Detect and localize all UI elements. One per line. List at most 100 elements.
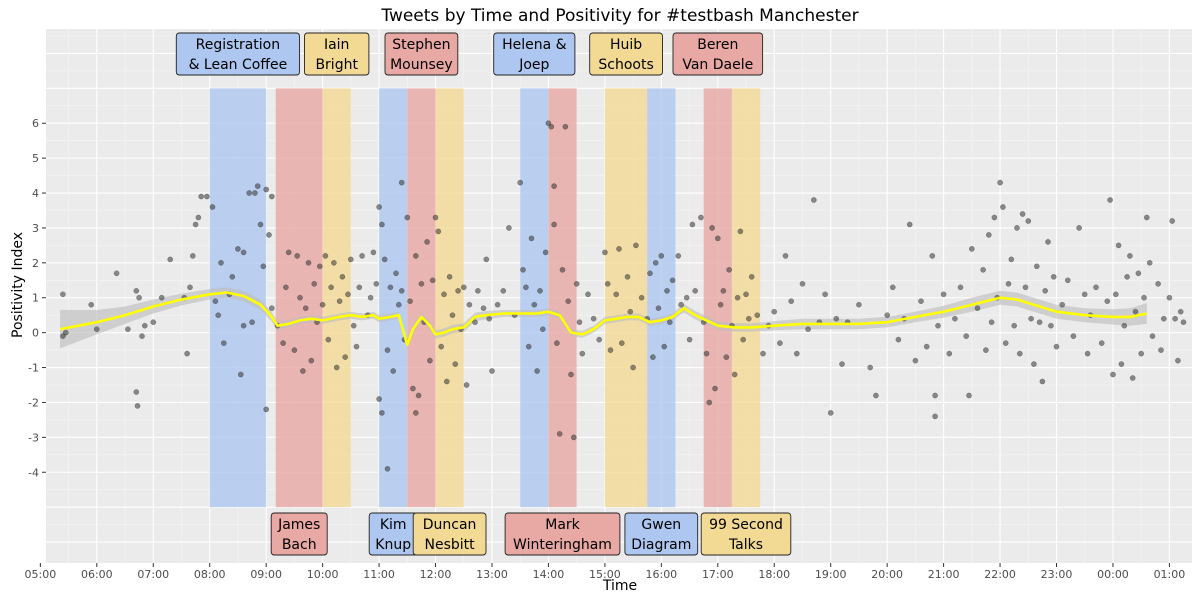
talk-label: Iain Bright xyxy=(304,32,370,76)
tweet-point xyxy=(429,277,436,284)
tweet-point xyxy=(184,350,190,357)
x-tick-label: 09:00 xyxy=(250,568,282,581)
tweet-point xyxy=(195,214,202,221)
tweet-point xyxy=(743,291,749,298)
tweet-point xyxy=(918,298,924,305)
tweet-point xyxy=(452,361,459,367)
tweet-point xyxy=(1031,361,1037,367)
tweet-point xyxy=(418,280,425,287)
tweet-point xyxy=(1098,340,1105,346)
tweet-point xyxy=(1053,343,1060,350)
tweet-point xyxy=(136,294,142,301)
tweet-point xyxy=(1011,322,1018,329)
tweet-point xyxy=(616,246,622,252)
talk-label-text: Kim xyxy=(380,517,407,533)
tweet-point xyxy=(650,354,656,360)
talk-label-box xyxy=(270,512,328,556)
talk-label-text: Helena & xyxy=(502,37,567,53)
talk-band xyxy=(703,88,732,508)
tweet-point xyxy=(367,294,374,301)
tweet-point xyxy=(266,232,272,238)
tweet-point xyxy=(342,354,349,360)
tweet-point xyxy=(940,291,947,298)
tweet-point xyxy=(356,284,363,291)
tweet-point xyxy=(1160,315,1167,322)
tweet-point xyxy=(113,270,120,277)
x-tick-label: 05:00 xyxy=(25,568,57,581)
smooth-ribbon xyxy=(60,287,1147,350)
tweet-point xyxy=(432,214,439,221)
x-tick-label: 12:00 xyxy=(420,568,452,581)
tweet-point xyxy=(212,298,219,305)
confidence-ribbon xyxy=(60,287,1147,350)
tweet-point xyxy=(246,190,253,196)
tweet-point xyxy=(1155,280,1161,287)
tweet-point xyxy=(472,319,478,326)
tweet-point xyxy=(215,312,222,319)
x-tick-label: 20:00 xyxy=(871,568,903,581)
talk-band xyxy=(520,88,549,508)
tweet-point xyxy=(618,340,625,346)
tweet-point xyxy=(689,221,696,228)
x-tick-label: 17:00 xyxy=(702,568,734,581)
x-tick-label: 01:00 xyxy=(1154,568,1186,581)
talk-label-box xyxy=(175,32,300,76)
talk-label-text: Joep xyxy=(518,57,549,73)
tweet-point xyxy=(415,392,422,399)
tweet-point xyxy=(664,287,670,294)
tweet-point xyxy=(686,336,693,343)
tweet-point xyxy=(537,287,543,294)
tweet-point xyxy=(254,183,261,189)
tweet-point xyxy=(968,246,975,252)
tweet-point xyxy=(139,333,145,339)
tweet-point xyxy=(652,259,659,266)
talk-label: Gwen Diagram xyxy=(624,512,699,556)
talk-label-box xyxy=(700,512,792,556)
tweet-point xyxy=(347,256,354,263)
tweet-point xyxy=(839,361,845,367)
tweet-point xyxy=(1064,277,1071,284)
tweet-point xyxy=(404,214,411,221)
tweet-point xyxy=(150,319,157,326)
tweet-point xyxy=(328,284,334,291)
tweet-point xyxy=(698,214,704,221)
talk-label-text: Mounsey xyxy=(390,57,453,73)
tweet-point xyxy=(602,249,608,256)
talk-label: Beren Van Daele xyxy=(672,32,764,76)
talk-label-text: Van Daele xyxy=(682,57,753,73)
x-tick-label: 08:00 xyxy=(194,568,226,581)
talk-label-text: 99 Second xyxy=(709,517,783,533)
chart-title: Tweets by Time and Positivity for #testb… xyxy=(380,6,858,26)
tweet-point xyxy=(297,294,303,301)
tweet-point xyxy=(189,253,196,259)
tweet-point xyxy=(748,273,755,280)
tweet-point xyxy=(633,242,639,249)
tweet-point xyxy=(548,123,555,130)
talk-label-text: James xyxy=(277,517,320,533)
tweet-point xyxy=(192,221,199,228)
tweet-point xyxy=(604,280,611,287)
tweet-point xyxy=(551,221,557,228)
tweet-point xyxy=(525,343,532,350)
tweet-point xyxy=(88,301,95,308)
tweet-point xyxy=(946,350,953,357)
tweet-point xyxy=(906,221,913,228)
tweet-point xyxy=(754,312,761,319)
tweet-point xyxy=(280,340,286,346)
tweet-point xyxy=(187,284,193,291)
tweet-point xyxy=(923,343,930,350)
x-axis-ticks: 05:00 06:00 07:00 08:00 09:00 10:00 11:00 12:00… xyxy=(25,563,1186,581)
tweet-point xyxy=(957,284,964,291)
tweet-point xyxy=(319,301,326,308)
tweet-point xyxy=(985,232,992,238)
tweet-point xyxy=(607,347,614,353)
tweet-point xyxy=(788,298,795,305)
y-tick-label: 1 xyxy=(32,292,39,305)
tweet-point xyxy=(661,343,668,350)
talk-label: Duncan Nesbitt xyxy=(412,512,487,556)
tweet-point xyxy=(556,431,563,437)
tweet-point xyxy=(424,239,430,245)
tweet-point xyxy=(1175,357,1181,364)
talk-band xyxy=(548,88,577,508)
tweet-point xyxy=(799,280,806,287)
